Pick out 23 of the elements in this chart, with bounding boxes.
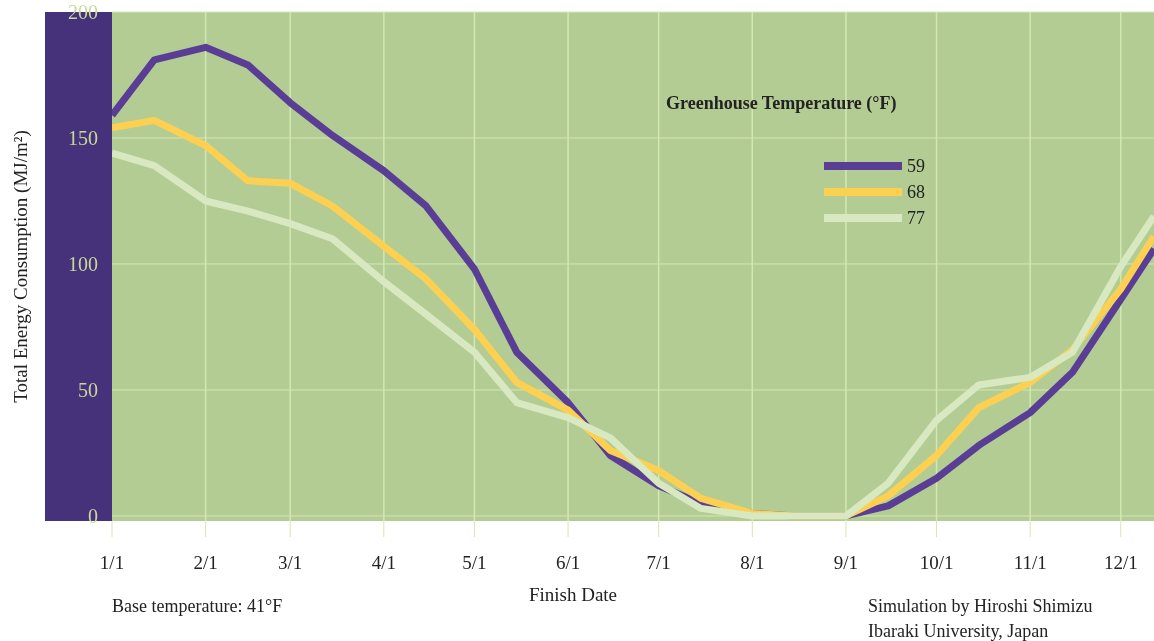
- x-tick-label: 3/1: [278, 552, 303, 573]
- x-tick-label: 7/1: [646, 552, 671, 573]
- x-tick-label: 1/1: [99, 552, 125, 573]
- y-axis-title: Total Energy Consumption (MJ/m²): [10, 130, 32, 403]
- x-tick-label: 11/1: [1013, 552, 1047, 573]
- x-tick-label: 5/1: [462, 552, 487, 573]
- legend-label: 68: [907, 182, 925, 203]
- x-tick-label: 6/1: [555, 552, 581, 573]
- x-tick-label: 4/1: [371, 552, 396, 573]
- text: Base temperature: 41°F: [112, 596, 283, 616]
- legend-label: 77: [907, 208, 925, 229]
- y-tick-label: 50: [78, 378, 98, 401]
- x-tick-label: 8/1: [740, 552, 765, 573]
- x-tick-label: 10/1: [919, 552, 954, 573]
- y-tick-label: 100: [68, 252, 98, 275]
- x-tick-label: 2/1: [193, 552, 218, 573]
- y-tick-label: 150: [68, 126, 98, 149]
- x-tick-label: 9/1: [833, 552, 859, 573]
- x-tick-label: 12/1: [1103, 552, 1138, 573]
- text: Simulation by Hiroshi Shimizu Ibaraki University, Japan: [868, 596, 1093, 641]
- legend-label: 59: [907, 156, 925, 177]
- legend-title: Greenhouse Temperature (°F): [666, 93, 897, 114]
- x-axis-title: Finish Date: [528, 584, 618, 605]
